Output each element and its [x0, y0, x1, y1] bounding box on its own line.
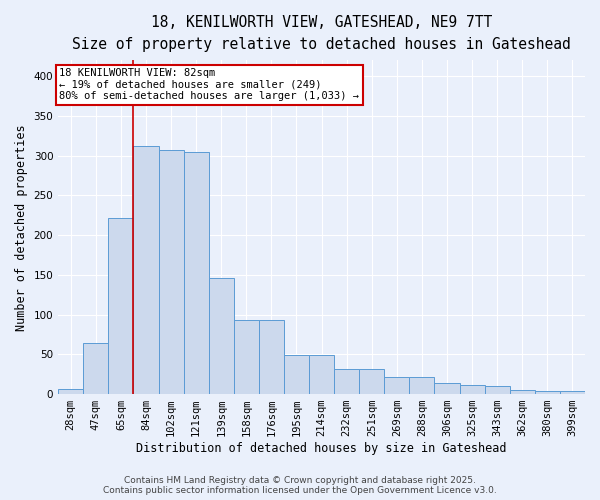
- Bar: [460, 386, 485, 394]
- Bar: [409, 378, 434, 394]
- Bar: [209, 278, 234, 394]
- Bar: [334, 368, 359, 394]
- Bar: [133, 146, 158, 394]
- Bar: [184, 152, 209, 394]
- Bar: [309, 355, 334, 394]
- Bar: [109, 218, 133, 394]
- Title: 18, KENILWORTH VIEW, GATESHEAD, NE9 7TT
Size of property relative to detached ho: 18, KENILWORTH VIEW, GATESHEAD, NE9 7TT …: [72, 15, 571, 52]
- Bar: [510, 390, 535, 394]
- Text: 18 KENILWORTH VIEW: 82sqm
← 19% of detached houses are smaller (249)
80% of semi: 18 KENILWORTH VIEW: 82sqm ← 19% of detac…: [59, 68, 359, 102]
- Text: Contains HM Land Registry data © Crown copyright and database right 2025.
Contai: Contains HM Land Registry data © Crown c…: [103, 476, 497, 495]
- Bar: [385, 378, 409, 394]
- Bar: [234, 320, 259, 394]
- Bar: [83, 343, 109, 394]
- Bar: [560, 391, 585, 394]
- Bar: [535, 391, 560, 394]
- Y-axis label: Number of detached properties: Number of detached properties: [15, 124, 28, 330]
- Bar: [158, 150, 184, 394]
- Bar: [259, 320, 284, 394]
- Bar: [58, 388, 83, 394]
- X-axis label: Distribution of detached houses by size in Gateshead: Distribution of detached houses by size …: [136, 442, 507, 455]
- Bar: [434, 383, 460, 394]
- Bar: [284, 355, 309, 394]
- Bar: [359, 368, 385, 394]
- Bar: [485, 386, 510, 394]
